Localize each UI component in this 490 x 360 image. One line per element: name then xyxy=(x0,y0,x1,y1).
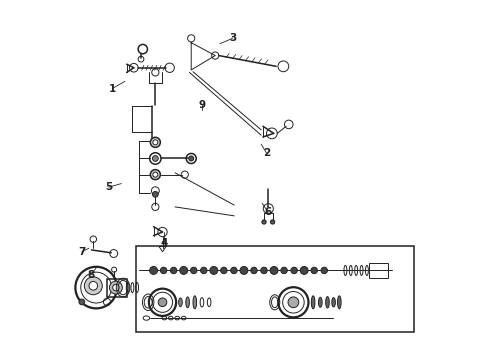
Circle shape xyxy=(152,192,158,197)
Circle shape xyxy=(158,298,167,307)
Circle shape xyxy=(150,137,160,147)
Ellipse shape xyxy=(311,296,315,309)
Circle shape xyxy=(180,266,188,274)
Circle shape xyxy=(160,267,167,274)
Circle shape xyxy=(200,267,207,274)
Ellipse shape xyxy=(207,298,211,307)
Circle shape xyxy=(251,267,257,274)
Circle shape xyxy=(149,266,157,274)
Circle shape xyxy=(79,299,85,305)
Circle shape xyxy=(281,267,287,274)
Ellipse shape xyxy=(326,297,329,308)
Circle shape xyxy=(288,297,299,308)
Circle shape xyxy=(210,266,218,274)
Bar xyxy=(368,262,389,278)
Text: 5: 5 xyxy=(105,182,112,192)
Circle shape xyxy=(300,266,308,274)
Circle shape xyxy=(153,140,158,145)
Text: 1: 1 xyxy=(109,84,116,94)
Circle shape xyxy=(291,267,297,274)
Circle shape xyxy=(191,267,197,274)
Circle shape xyxy=(113,284,119,291)
Circle shape xyxy=(231,267,237,274)
Circle shape xyxy=(152,156,158,161)
Bar xyxy=(107,279,126,297)
Circle shape xyxy=(270,220,275,224)
Circle shape xyxy=(150,170,160,180)
Ellipse shape xyxy=(332,298,335,307)
Text: 2: 2 xyxy=(263,148,270,158)
Ellipse shape xyxy=(193,296,196,309)
Circle shape xyxy=(220,267,227,274)
Circle shape xyxy=(321,267,327,274)
Circle shape xyxy=(109,281,122,294)
Ellipse shape xyxy=(338,296,341,309)
Text: 6: 6 xyxy=(265,207,272,217)
Ellipse shape xyxy=(179,298,182,307)
Text: 8: 8 xyxy=(87,270,95,280)
Text: 9: 9 xyxy=(198,100,205,110)
Ellipse shape xyxy=(318,297,322,307)
Bar xyxy=(136,246,414,332)
Circle shape xyxy=(171,267,177,274)
Circle shape xyxy=(311,267,318,274)
Text: 3: 3 xyxy=(229,33,236,43)
Circle shape xyxy=(261,267,267,274)
Circle shape xyxy=(153,172,158,177)
Text: 4: 4 xyxy=(161,238,168,248)
Circle shape xyxy=(84,277,102,295)
Ellipse shape xyxy=(200,298,204,307)
Circle shape xyxy=(89,282,98,290)
Circle shape xyxy=(189,156,194,161)
Text: 7: 7 xyxy=(78,247,86,257)
Ellipse shape xyxy=(186,297,190,308)
Circle shape xyxy=(270,266,278,274)
Circle shape xyxy=(262,220,266,224)
Circle shape xyxy=(240,266,248,274)
